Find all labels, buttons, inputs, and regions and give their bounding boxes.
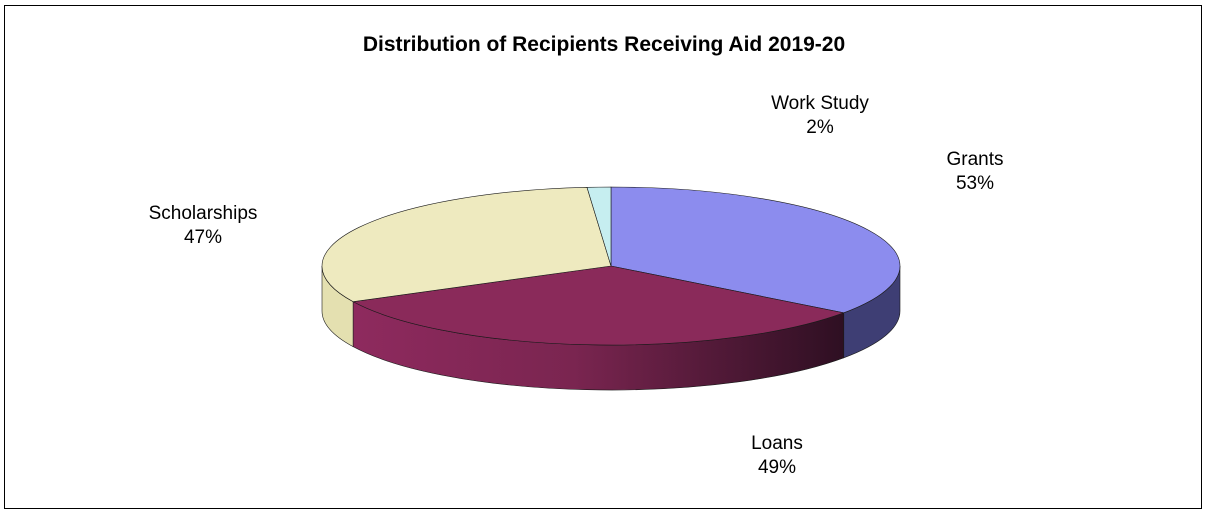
label-grants-pct: 53% [955, 173, 995, 194]
pie-slice-work-study [586, 186, 612, 267]
label-work-study-name: Work Study [771, 93, 869, 114]
label-loans: Loans 49% [751, 432, 803, 480]
label-grants-name: Grants [946, 149, 1004, 170]
pie-slice-grants [610, 186, 901, 314]
pie-slice-loans [352, 265, 845, 346]
chart-title: Distribution of Recipients Receiving Aid… [362, 33, 846, 56]
pie-slice-scholarships [321, 186, 612, 302]
label-loans-name: Loans [751, 433, 803, 454]
label-loans-pct: 49% [757, 457, 797, 478]
label-work-study: Work Study 2% [771, 92, 869, 140]
label-work-study-pct: 2% [806, 117, 834, 138]
label-scholarships: Scholarships 47% [149, 202, 258, 250]
label-grants: Grants 53% [946, 148, 1003, 196]
label-scholarships-pct: 47% [183, 227, 223, 248]
label-scholarships-name: Scholarships [148, 203, 258, 224]
